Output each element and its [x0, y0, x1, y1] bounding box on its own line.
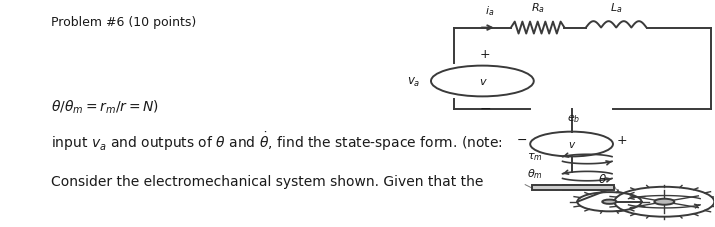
Text: Consider the electromechanical system shown. Given that the: Consider the electromechanical system sh… — [51, 174, 483, 188]
Text: $\theta/\theta_m = r_m/r = N$): $\theta/\theta_m = r_m/r = N$) — [51, 98, 159, 116]
Text: $R_a$: $R_a$ — [531, 1, 545, 15]
Text: Problem #6 (10 points): Problem #6 (10 points) — [51, 16, 196, 29]
Text: −: − — [516, 134, 527, 147]
Text: $\theta_m$: $\theta_m$ — [527, 167, 543, 181]
Text: $e_b$: $e_b$ — [567, 113, 581, 125]
Text: $L_a$: $L_a$ — [610, 1, 622, 15]
Text: $v_a$: $v_a$ — [407, 75, 420, 88]
Text: −: − — [480, 101, 491, 115]
Text: v: v — [479, 77, 485, 87]
Text: $i_a$: $i_a$ — [485, 4, 494, 18]
Text: +: + — [480, 48, 490, 61]
Text: $\tau_m$: $\tau_m$ — [528, 151, 543, 163]
Circle shape — [654, 199, 674, 205]
Text: input $v_a$ and outputs of $\theta$ and $\dot{\theta}$, find the state-space for: input $v_a$ and outputs of $\theta$ and … — [51, 129, 503, 152]
Text: +: + — [616, 134, 627, 147]
Polygon shape — [533, 185, 614, 190]
Text: v: v — [568, 139, 575, 149]
Circle shape — [602, 200, 616, 204]
Text: $\theta$: $\theta$ — [598, 172, 607, 185]
